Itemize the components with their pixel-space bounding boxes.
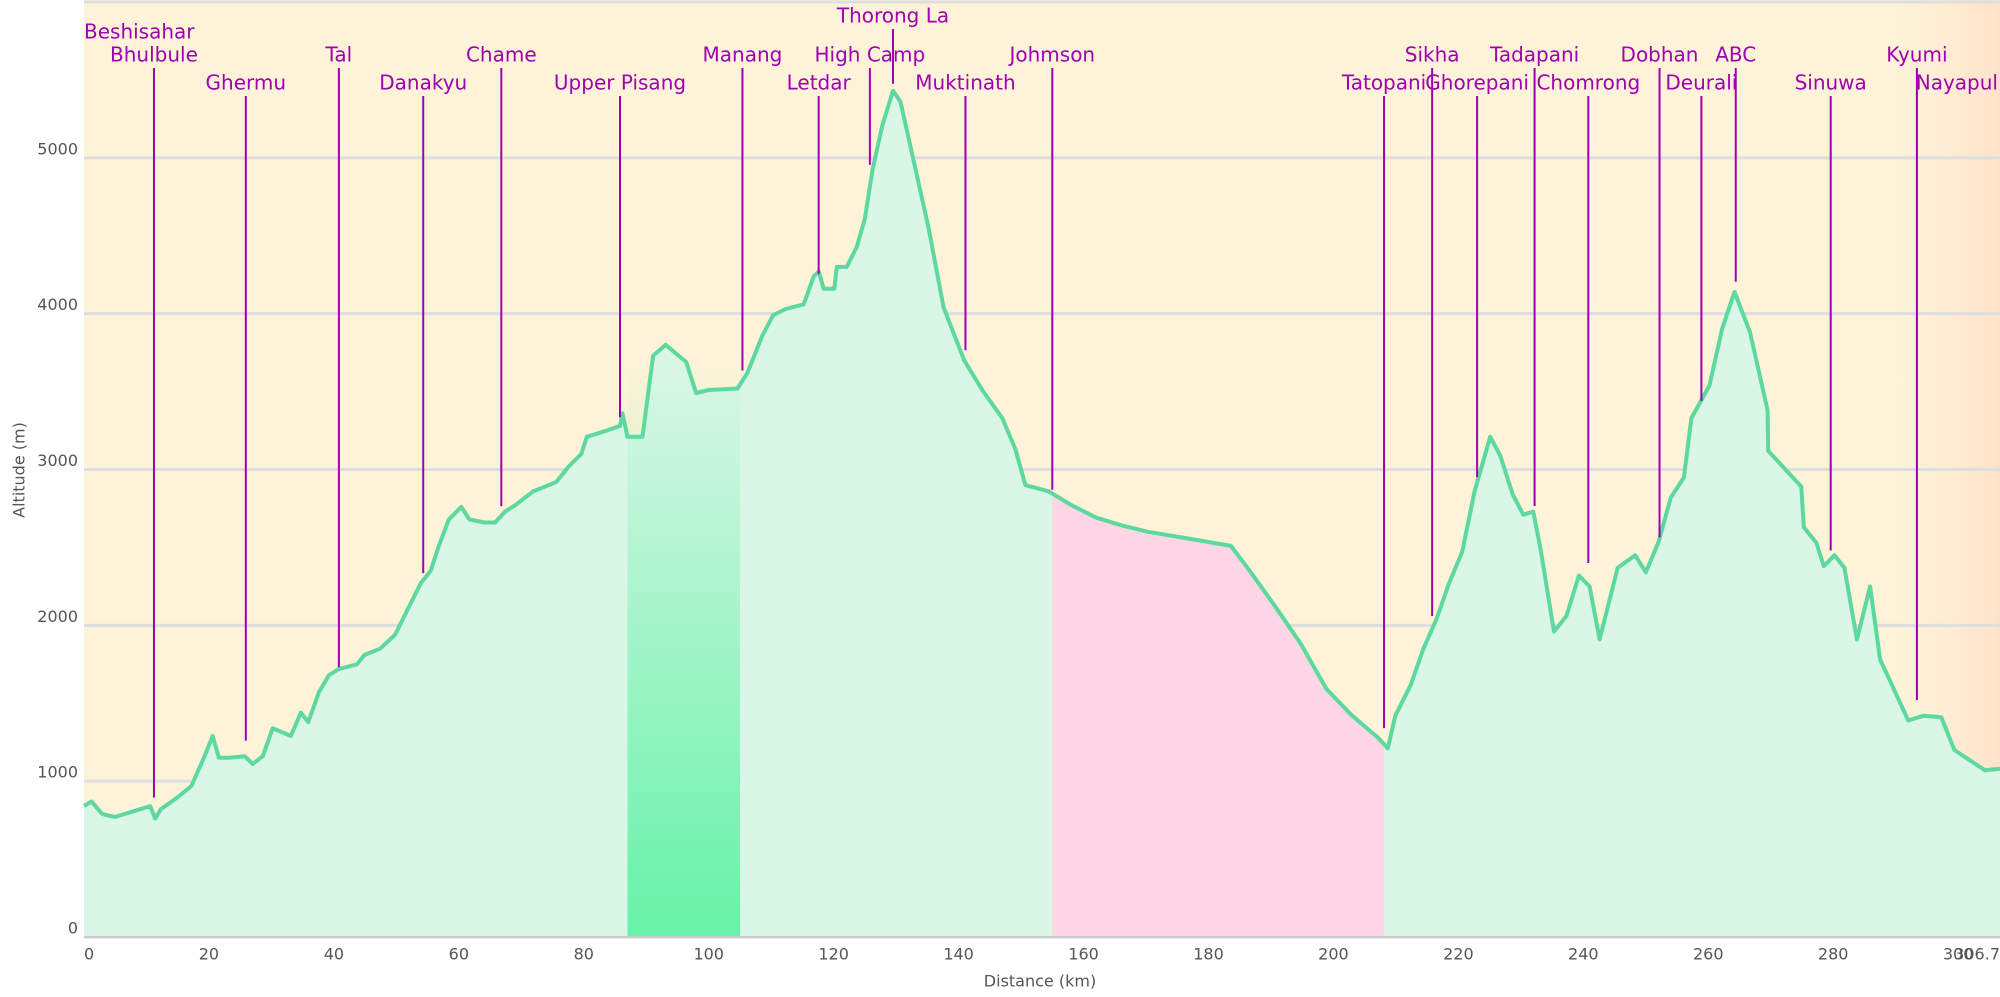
- y-tick-label: 4000: [37, 295, 78, 314]
- place-label: Thorong La: [836, 4, 949, 28]
- y-tick-label: 2000: [37, 607, 78, 626]
- x-tick-label: 280: [1818, 945, 1849, 964]
- x-tick-label: 306.7: [1954, 945, 2000, 964]
- region-band: [627, 222, 740, 937]
- x-tick-label: 20: [199, 945, 219, 964]
- place-label: Nayapul: [1916, 71, 1998, 95]
- place-label: Ghermu: [206, 71, 287, 95]
- x-axis-title: Distance (km): [984, 972, 1096, 991]
- x-tick-label: 220: [1443, 945, 1474, 964]
- place-label: Beshisahar: [84, 20, 195, 44]
- place-label: ABC: [1715, 43, 1756, 67]
- x-tick-label: 260: [1693, 945, 1724, 964]
- place-label: Dobhan: [1621, 43, 1699, 67]
- place-label: Bhulbule: [110, 43, 198, 67]
- x-tick-label: 120: [818, 945, 849, 964]
- x-tick-label: 300: [1943, 945, 1974, 964]
- y-tick-label: 3000: [37, 451, 78, 470]
- place-label: Letdar: [787, 71, 852, 95]
- x-tick-label: 140: [943, 945, 974, 964]
- place-label: Kyumi: [1886, 43, 1947, 67]
- x-tick-label: 100: [693, 945, 724, 964]
- place-label: High Camp: [815, 43, 926, 67]
- place-label: Manang: [703, 43, 783, 67]
- place-label: Deurali: [1665, 71, 1737, 95]
- place-label: Tadapani: [1489, 43, 1579, 67]
- y-tick-label: 5000: [37, 139, 78, 158]
- place-label: Chomrong: [1536, 71, 1640, 95]
- y-axis-title: Altitude (m): [10, 422, 29, 518]
- x-tick-label: 180: [1193, 945, 1224, 964]
- place-label: Johmson: [1007, 43, 1095, 67]
- x-tick-label: 80: [574, 945, 594, 964]
- x-tick-label: 240: [1568, 945, 1599, 964]
- place-label: Sikha: [1405, 43, 1460, 67]
- x-tick-label: 200: [1318, 945, 1349, 964]
- place-label: Sinuwa: [1795, 71, 1867, 95]
- place-label: Upper Pisang: [554, 71, 686, 95]
- y-tick-label: 1000: [37, 763, 78, 782]
- x-tick-label: 0: [84, 945, 94, 964]
- area-fill: [84, 90, 2000, 938]
- y-tick-label: 0: [68, 919, 78, 938]
- place-label: Ghorepani: [1425, 71, 1529, 95]
- place-label: Chame: [466, 43, 537, 67]
- x-tick-label: 60: [449, 945, 469, 964]
- place-label: Tal: [325, 43, 353, 67]
- x-tick-label: 40: [324, 945, 344, 964]
- place-label: Muktinath: [915, 71, 1015, 95]
- place-label: Danakyu: [379, 71, 467, 95]
- profile-line: [82, 88, 2000, 821]
- place-label: Tatopani: [1341, 71, 1426, 95]
- x-tick-label: 160: [1068, 945, 1099, 964]
- y-tick-label: 6000: [37, 0, 78, 3]
